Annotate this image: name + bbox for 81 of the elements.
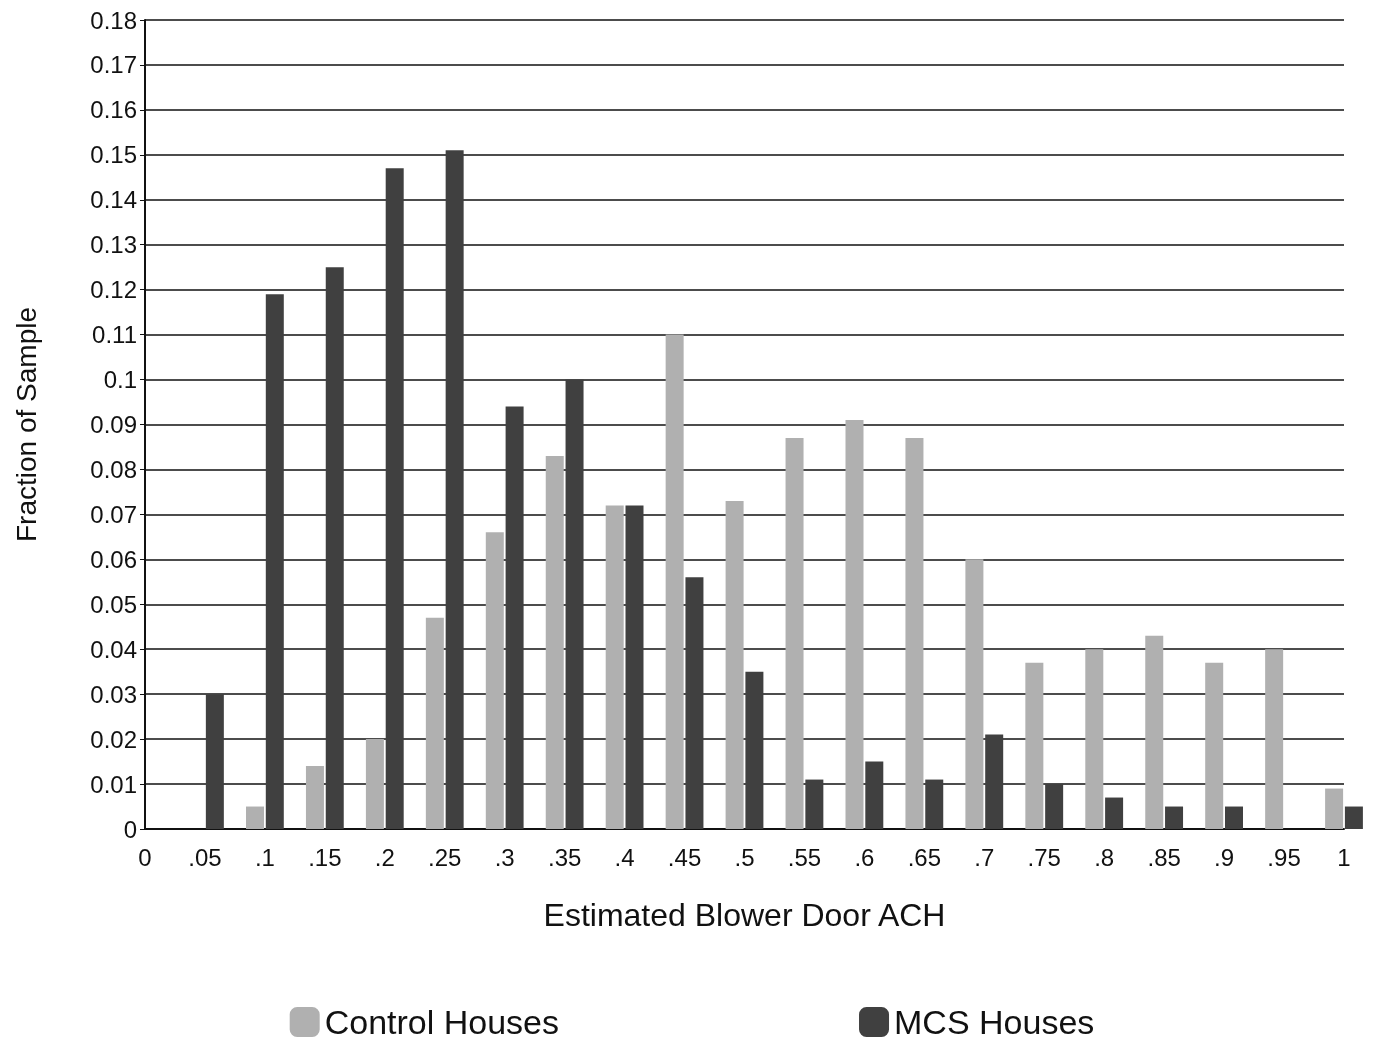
x-tick-label: .5: [734, 843, 755, 871]
y-tick-label: 0.15: [90, 141, 137, 169]
y-tick-label: 0.16: [90, 96, 137, 124]
bar: [685, 577, 704, 829]
bar: [605, 505, 624, 829]
bar: [665, 334, 684, 829]
y-tick-label: 0.11: [92, 321, 137, 349]
x-tick-label: .7: [974, 843, 995, 871]
y-tick-label: 0.06: [90, 545, 137, 573]
y-tick-label: 0.13: [90, 231, 137, 259]
x-tick-label: .25: [428, 843, 462, 871]
bar: [565, 379, 584, 829]
bar: [1265, 649, 1284, 829]
y-tick-label: 0.1: [103, 366, 137, 394]
x-tick-label: .4: [614, 843, 635, 871]
bar: [625, 505, 644, 829]
x-tick-label: .65: [907, 843, 942, 871]
bar: [1085, 649, 1104, 829]
x-tick-label: .9: [1214, 843, 1235, 871]
bar: [1105, 797, 1124, 829]
bar: [725, 500, 744, 829]
bar: [845, 420, 864, 829]
bar: [905, 437, 924, 829]
x-tick-label: .35: [547, 843, 582, 871]
y-tick-label: 0.12: [90, 276, 137, 304]
y-tick-label: 0.01: [90, 770, 137, 798]
bar: [385, 168, 404, 829]
x-tick-label: .1: [254, 843, 275, 871]
legend-label: Control Houses: [324, 1003, 560, 1041]
bar: [246, 806, 264, 829]
x-tick-label: .85: [1147, 843, 1181, 871]
bar: [745, 671, 764, 829]
x-tick-label: .8: [1094, 843, 1115, 871]
y-tick-label: 0.02: [90, 725, 137, 753]
x-tick-label: .45: [667, 843, 702, 871]
y-tick-label: 0.08: [90, 455, 137, 483]
y-tick-label: 0.09: [90, 411, 137, 438]
y-tick-label: 0.18: [90, 6, 137, 34]
bar: [1145, 635, 1164, 829]
y-tick-label: 0.17: [90, 51, 137, 79]
x-tick-label: .15: [308, 843, 342, 871]
bar: [985, 734, 1004, 829]
x-tick-label: .55: [787, 843, 822, 871]
x-tick-label: .75: [1027, 843, 1061, 871]
bar: [1165, 806, 1184, 829]
legend-label: MCS Houses: [894, 1003, 1095, 1041]
bar: [545, 455, 564, 829]
x-tick-label: 1: [1337, 843, 1351, 871]
y-tick-label: 0.04: [90, 635, 137, 663]
bar: [865, 761, 884, 829]
bar: [925, 779, 944, 829]
x-tick-label: .3: [494, 843, 515, 871]
y-tick-label: 0.14: [90, 186, 137, 214]
bar: [505, 406, 524, 829]
bar: [205, 694, 224, 829]
y-tick-label: 0.03: [90, 680, 137, 708]
x-tick-label: .2: [374, 843, 395, 871]
bar: [785, 437, 804, 829]
y-tick-label: 0: [123, 815, 137, 843]
y-tick-label: 0.07: [90, 500, 137, 528]
bar: [1225, 806, 1243, 829]
y-tick-label: 0.05: [90, 590, 137, 618]
x-axis-title: Estimated Blower Door ACH: [543, 897, 946, 933]
x-tick-label: .6: [854, 843, 875, 871]
x-tick-label: .95: [1267, 843, 1301, 871]
bar: [1045, 784, 1064, 829]
bar: [805, 779, 824, 829]
bar: [965, 559, 984, 829]
bar: [365, 739, 384, 829]
bar: [305, 766, 324, 829]
y-axis-title: Fraction of Sample: [10, 307, 42, 542]
bar: [1025, 662, 1044, 829]
bar: [1325, 788, 1344, 829]
bar: [1205, 662, 1224, 829]
bar: [425, 617, 444, 829]
bar: [445, 150, 464, 829]
bar: [485, 532, 504, 829]
bar: [1344, 806, 1363, 829]
bar: [325, 267, 344, 829]
bar: [265, 294, 284, 829]
x-tick-label: .05: [188, 843, 222, 871]
